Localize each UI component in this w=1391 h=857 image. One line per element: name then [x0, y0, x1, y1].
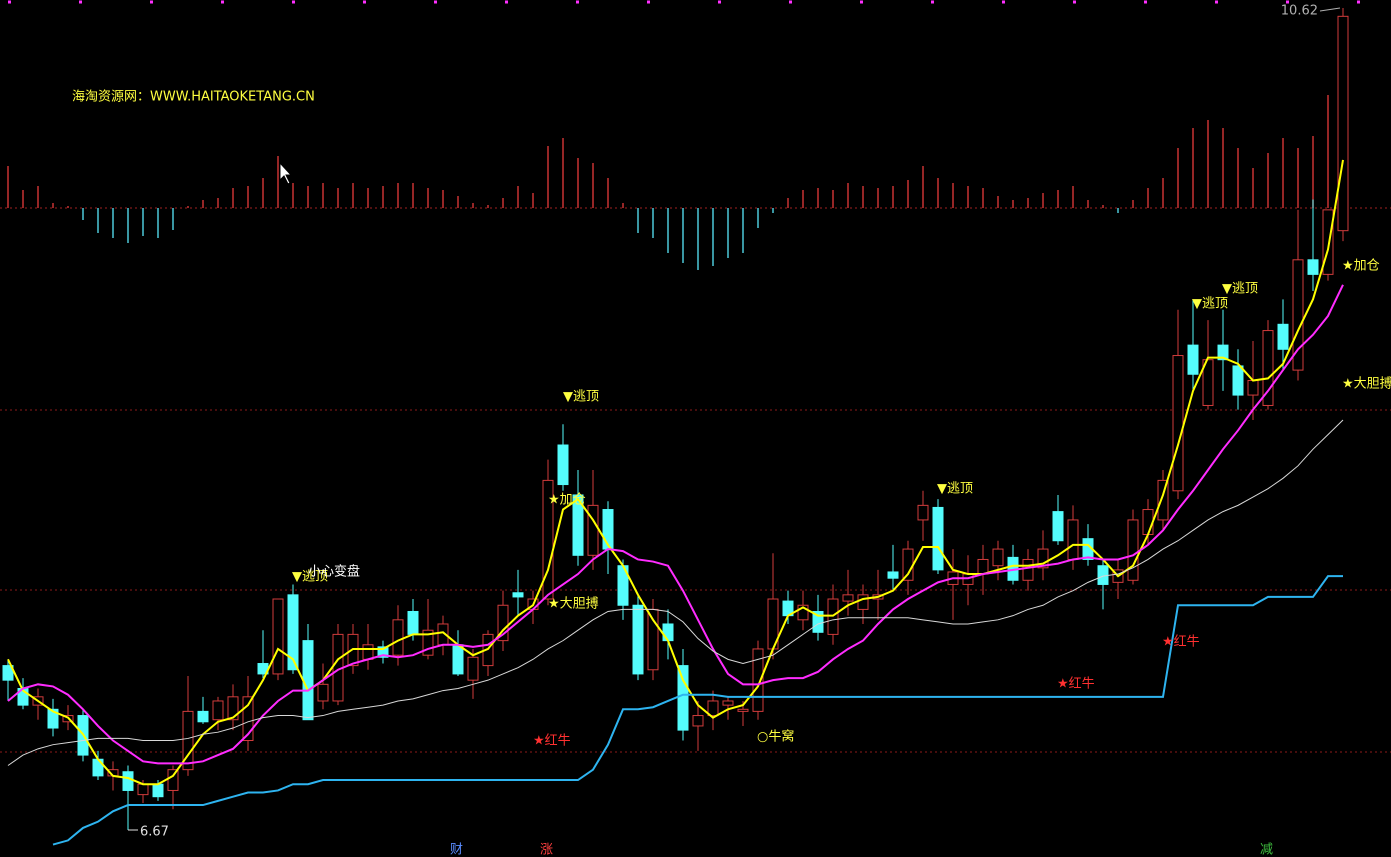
- candle-up: [1037, 548, 1049, 569]
- candle-up: [392, 619, 404, 656]
- candle-down: [152, 783, 164, 798]
- candle-up: [542, 479, 554, 600]
- signal: ▼逃顶: [292, 570, 328, 585]
- candle-down: [302, 640, 314, 721]
- indicator-line: [7, 159, 1344, 786]
- candle-up: [1322, 209, 1334, 275]
- max-label: 10.62: [1281, 4, 1318, 19]
- candle-up: [272, 598, 284, 675]
- bottom-label: 涨: [540, 843, 553, 857]
- candle-up: [362, 644, 374, 660]
- candle-up: [962, 573, 974, 585]
- bottom-label: 财: [450, 843, 463, 857]
- signal: ★大胆搏: [548, 596, 599, 612]
- candle-up: [827, 598, 839, 635]
- candle-up: [722, 700, 734, 706]
- candle-up: [1157, 479, 1169, 521]
- candle-up: [167, 769, 179, 791]
- candle-up: [992, 548, 1004, 567]
- indicator-line: [7, 419, 1344, 766]
- candle-down: [1232, 365, 1244, 396]
- candle-down: [197, 710, 209, 723]
- candle-up: [1247, 380, 1259, 396]
- candle-down: [2, 665, 14, 681]
- candle-down: [1277, 323, 1289, 350]
- candle-up: [857, 594, 869, 610]
- candle-up: [212, 700, 224, 721]
- signal: ▼逃顶: [1192, 297, 1228, 312]
- candle-down: [632, 604, 644, 675]
- candle-down: [677, 665, 689, 731]
- indicator-line: [7, 284, 1344, 765]
- cursor: [279, 161, 293, 185]
- candle-up: [1172, 355, 1184, 492]
- candle-up: [752, 648, 764, 712]
- signal: ★红牛: [533, 733, 571, 749]
- signal: ▼逃顶: [937, 482, 973, 497]
- watermark: 海淘资源网：WWW.HAITAOKETANG.CN: [72, 90, 315, 105]
- candle-down: [512, 592, 524, 598]
- candle-up: [242, 696, 254, 742]
- candle-down: [1307, 259, 1319, 275]
- candle-up: [1337, 15, 1349, 232]
- bottom-label: 减: [1260, 843, 1273, 857]
- candle-up: [797, 604, 809, 621]
- candle-up: [1127, 519, 1139, 581]
- candle-down: [47, 708, 59, 729]
- signal: ○牛窝: [757, 729, 794, 745]
- candle-up: [1262, 330, 1274, 406]
- candle-down: [452, 644, 464, 675]
- candle-down: [572, 494, 584, 556]
- candle-up: [1142, 509, 1154, 535]
- candle-down: [887, 571, 899, 579]
- candle-down: [122, 771, 134, 791]
- min-label: 6.67: [140, 825, 169, 840]
- candle-down: [287, 594, 299, 671]
- signal: ★红牛: [1162, 634, 1200, 650]
- candle-up: [467, 656, 479, 681]
- candle-down: [1217, 344, 1229, 361]
- candle-up: [587, 504, 599, 556]
- candle-down: [377, 646, 389, 658]
- plot: [2, 8, 1349, 846]
- candle-down: [407, 610, 419, 635]
- candle-up: [692, 715, 704, 727]
- indicator-line: [52, 575, 1343, 846]
- signal: ★加仓: [1342, 259, 1380, 274]
- signal: ▼逃顶: [563, 390, 599, 405]
- max-pointer: [1319, 7, 1341, 12]
- candle-up: [1067, 519, 1079, 560]
- candle-up: [137, 783, 149, 796]
- signal: ★红牛: [1057, 676, 1095, 692]
- candle-up: [497, 604, 509, 642]
- candle-up: [1022, 558, 1034, 581]
- signal: ★加仓: [548, 493, 586, 508]
- candle-up: [977, 558, 989, 575]
- candle-up: [227, 696, 239, 721]
- candle-up: [1292, 259, 1304, 371]
- candle-down: [662, 623, 674, 642]
- signal: ★大胆搏: [1342, 376, 1391, 392]
- signal: ▼逃顶: [1222, 282, 1258, 297]
- candle-up: [317, 683, 329, 702]
- candle-down: [932, 506, 944, 571]
- candle-down: [1187, 344, 1199, 375]
- candle-up: [902, 548, 914, 581]
- signal: 小心变盘: [308, 564, 360, 580]
- candle-up: [182, 710, 194, 771]
- candle-down: [1052, 511, 1064, 542]
- candle-up: [707, 700, 719, 717]
- candle-down: [557, 444, 569, 486]
- candle-up: [917, 504, 929, 521]
- candle-up: [737, 708, 749, 712]
- candle-up: [842, 594, 854, 602]
- candle-up: [422, 629, 434, 656]
- candle-down: [812, 610, 824, 633]
- candle-down: [1097, 565, 1109, 585]
